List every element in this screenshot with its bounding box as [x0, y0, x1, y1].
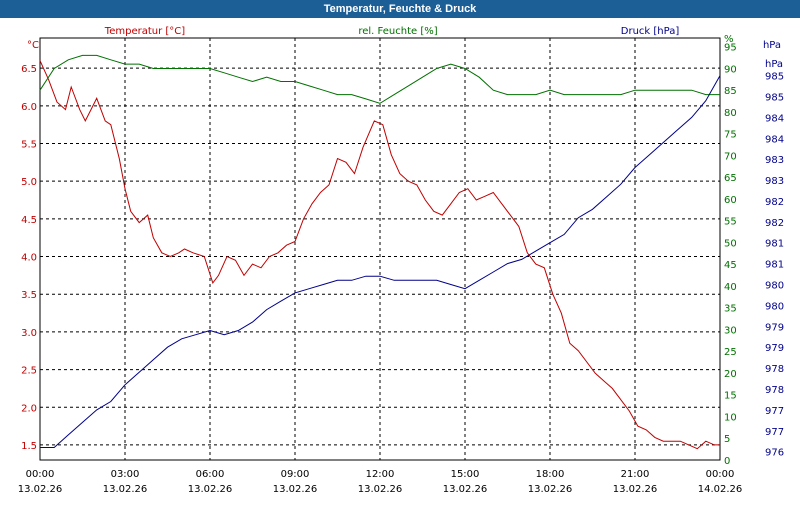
- humidity-tick-label: 45: [724, 260, 737, 271]
- temp-tick-label: 5.5: [21, 140, 37, 151]
- x-tick-date: 13.02.26: [103, 484, 148, 495]
- x-tick-time: 00:00: [26, 469, 55, 480]
- pressure-axis-unit: hPa: [763, 40, 781, 51]
- series: [39, 54, 721, 450]
- x-tick-time: 18:00: [536, 469, 565, 480]
- pressure-tick-label: 982: [765, 197, 784, 208]
- humidity-tick-label: 5: [724, 434, 730, 445]
- temp-tick-label: 6.5: [21, 64, 37, 75]
- axes: 00:00 13.02.26 03:00 13.02.26 06:00 13.02.26 0…: [18, 34, 784, 495]
- humidity-tick-label: 20: [724, 369, 737, 380]
- x-tick-date: 13.02.26: [443, 484, 488, 495]
- x-tick-time: 00:00: [706, 469, 735, 480]
- temp-tick-label: 4.0: [21, 253, 37, 264]
- line-chart: Temperatur [°C] rel. Feuchte [%] Druck […: [18, 26, 784, 495]
- humidity-tick-label: 0: [724, 456, 730, 467]
- x-tick-date: 13.02.26: [188, 484, 233, 495]
- humidity-tick-label: 85: [724, 86, 737, 97]
- temp-tick-label: 3.0: [21, 328, 37, 339]
- pressure-tick-label: 981: [765, 239, 784, 250]
- humidity-tick-label: %: [724, 34, 734, 45]
- pressure-tick-label: 978: [765, 385, 784, 396]
- pressure-line: [40, 75, 721, 448]
- pressure-tick-label: 980: [765, 301, 784, 312]
- temp-tick-label: 2.5: [21, 366, 37, 377]
- chart-area: Temperatur [°C] rel. Feuchte [%] Druck […: [0, 18, 800, 500]
- humidity-tick-label: 65: [724, 173, 737, 184]
- humidity-tick-label: 90: [724, 64, 737, 75]
- chart-title: Temperatur, Feuchte & Druck: [0, 0, 800, 18]
- pressure-tick-label: 983: [765, 176, 784, 187]
- x-tick-date: 13.02.26: [18, 484, 63, 495]
- temperature-line: [39, 60, 720, 450]
- pressure-tick-label: 980: [765, 281, 784, 292]
- x-tick-date: 13.02.26: [273, 484, 318, 495]
- x-tick-time: 12:00: [366, 469, 395, 480]
- humidity-tick-label: 15: [724, 391, 737, 402]
- x-tick-time: 09:00: [281, 469, 310, 480]
- humidity-tick-label: 40: [724, 282, 737, 293]
- temp-tick-label: 4.5: [21, 215, 37, 226]
- legend: Temperatur [°C] rel. Feuchte [%] Druck […: [27, 26, 781, 51]
- pressure-tick-label: 984: [765, 113, 784, 124]
- pressure-tick-label: 976: [765, 448, 784, 459]
- pressure-tick-label: 985: [765, 92, 784, 103]
- x-tick-date: 13.02.26: [528, 484, 573, 495]
- legend-humidity: rel. Feuchte [%]: [358, 26, 437, 37]
- pressure-tick-label: 982: [765, 218, 784, 229]
- pressure-tick-label: 979: [765, 322, 784, 333]
- x-tick-date: 13.02.26: [358, 484, 403, 495]
- temp-tick-label: 1.5: [21, 441, 37, 452]
- x-tick-time: 21:00: [621, 469, 650, 480]
- humidity-tick-label: 10: [724, 412, 737, 423]
- temp-axis-unit: °C: [27, 40, 39, 51]
- legend-temperature: Temperatur [°C]: [104, 26, 185, 37]
- pressure-tick-label: 977: [765, 427, 784, 438]
- legend-pressure: Druck [hPa]: [621, 26, 680, 37]
- humidity-tick-label: 30: [724, 325, 737, 336]
- pressure-tick-label: 985: [765, 72, 784, 83]
- temp-tick-label: 2.0: [21, 403, 37, 414]
- humidity-line: [39, 54, 720, 104]
- humidity-tick-label: 55: [724, 217, 737, 228]
- temp-tick-label: 3.5: [21, 290, 37, 301]
- humidity-tick-label: 35: [724, 304, 737, 315]
- humidity-tick-label: 95: [724, 43, 737, 54]
- pressure-tick-label: 978: [765, 364, 784, 375]
- humidity-tick-label: 70: [724, 151, 737, 162]
- temp-tick-label: 6.0: [21, 102, 37, 113]
- temp-tick-label: 5.0: [21, 177, 37, 188]
- x-tick-time: 03:00: [111, 469, 140, 480]
- grid-lines: [39, 37, 721, 461]
- humidity-tick-label: 60: [724, 195, 737, 206]
- humidity-tick-label: 50: [724, 238, 737, 249]
- pressure-tick-label: 977: [765, 406, 784, 417]
- x-tick-date: 14.02.26: [698, 484, 743, 495]
- pressure-tick-label: 981: [765, 260, 784, 271]
- pressure-tick-label: 983: [765, 155, 784, 166]
- x-tick-time: 15:00: [451, 469, 480, 480]
- x-tick-date: 13.02.26: [613, 484, 658, 495]
- pressure-tick-label: 984: [765, 134, 784, 145]
- humidity-tick-label: 25: [724, 347, 737, 358]
- pressure-tick-label: 979: [765, 343, 784, 354]
- x-tick-time: 06:00: [196, 469, 225, 480]
- humidity-tick-label: 80: [724, 108, 737, 119]
- humidity-tick-label: 75: [724, 130, 737, 141]
- pressure-tick-label: hPa: [765, 59, 783, 70]
